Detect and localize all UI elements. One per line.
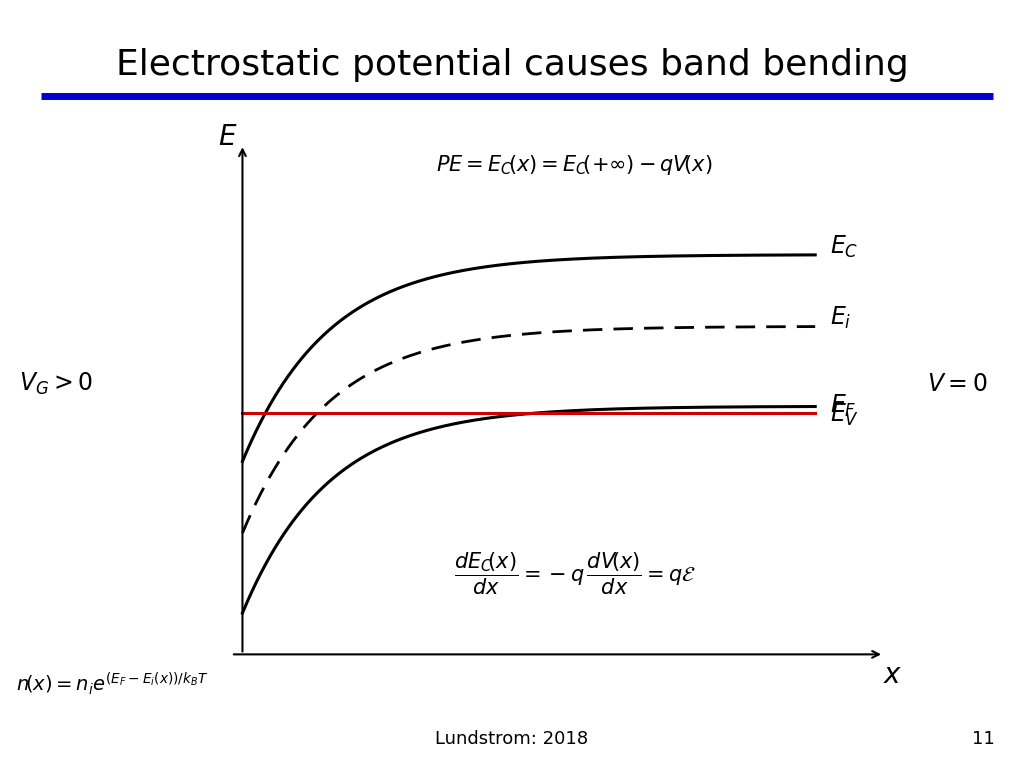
Text: $\dfrac{dE_C\!\left(x\right)}{dx} = -q\,\dfrac{dV\!\left(x\right)}{dx} = q\mathc: $\dfrac{dE_C\!\left(x\right)}{dx} = -q\,… bbox=[454, 551, 695, 598]
Text: $E_V$: $E_V$ bbox=[829, 402, 859, 428]
Text: $PE = E_C\!\left(x\right) = E_C\!\left(+\infty\right) - qV\!\left(x\right)$: $PE = E_C\!\left(x\right) = E_C\!\left(+… bbox=[436, 153, 713, 177]
Text: $E$: $E$ bbox=[218, 124, 238, 151]
Text: 11: 11 bbox=[972, 730, 994, 748]
Text: $E_i$: $E_i$ bbox=[829, 305, 851, 332]
Text: $x$: $x$ bbox=[883, 661, 902, 689]
Text: $E_F$: $E_F$ bbox=[829, 393, 856, 419]
Text: Lundstrom: 2018: Lundstrom: 2018 bbox=[435, 730, 589, 748]
Text: Electrostatic potential causes band bending: Electrostatic potential causes band bend… bbox=[116, 48, 908, 82]
Text: $E_C$: $E_C$ bbox=[829, 233, 858, 260]
Text: $n\!\left(x\right) = n_i e^{\left(E_F - E_i\left(x\right)\right)/k_BT}$: $n\!\left(x\right) = n_i e^{\left(E_F - … bbox=[16, 670, 209, 697]
Text: $V_G > 0$: $V_G > 0$ bbox=[19, 371, 93, 397]
Text: $V = 0$: $V = 0$ bbox=[927, 372, 988, 396]
